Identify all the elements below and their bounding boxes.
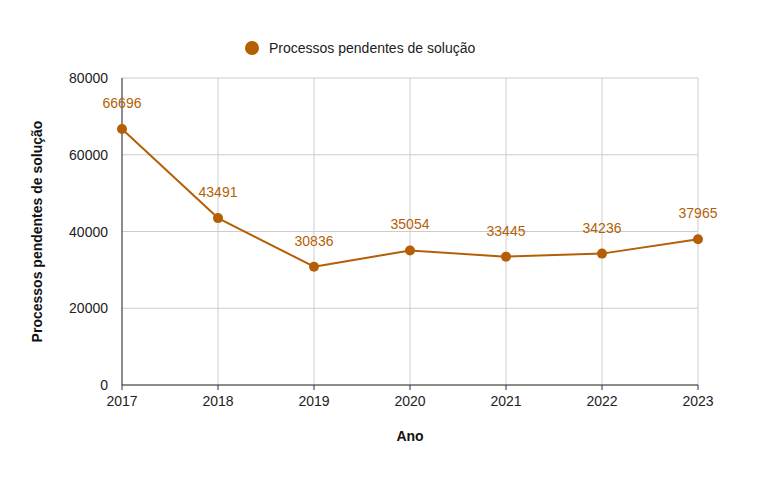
y-tick-label: 0 <box>100 377 108 393</box>
point <box>597 249 607 259</box>
data-labels: 66696 43491 30836 35054 33445 34236 37965 <box>103 95 718 249</box>
data-label: 30836 <box>295 233 334 249</box>
plot-area <box>117 124 703 272</box>
x-tick-label: 2021 <box>490 393 521 409</box>
point <box>213 213 223 223</box>
legend: Processos pendentes de solução <box>245 40 475 56</box>
x-grid-line <box>122 78 123 385</box>
x-tick-mark <box>698 385 699 390</box>
x-tick-mark <box>410 385 411 390</box>
data-label: 37965 <box>679 205 718 221</box>
point <box>405 245 415 255</box>
y-tick-label: 20000 <box>69 300 108 316</box>
x-grid-line <box>698 78 699 385</box>
x-tick-label: 2022 <box>586 393 617 409</box>
legend-label: Processos pendentes de solução <box>269 40 475 56</box>
grid <box>122 78 698 385</box>
y-tick-label: 60000 <box>69 147 108 163</box>
point <box>693 234 703 244</box>
data-label: 33445 <box>487 223 526 239</box>
series-line <box>122 129 698 267</box>
y-tick-label: 40000 <box>69 224 108 240</box>
y-tick-label: 80000 <box>69 70 108 86</box>
x-tick-label: 2018 <box>202 393 233 409</box>
x-axis <box>122 385 698 386</box>
x-tick-mark <box>218 385 219 390</box>
x-grid-line <box>218 78 219 385</box>
point <box>501 252 511 262</box>
data-label: 35054 <box>391 216 430 232</box>
point <box>309 262 319 272</box>
x-grid-line <box>314 78 315 385</box>
data-label: 43491 <box>199 184 238 200</box>
legend-marker <box>245 41 259 55</box>
data-label: 34236 <box>583 220 622 236</box>
point <box>117 124 127 134</box>
x-axis-label: Ano <box>396 428 423 444</box>
y-grid-line <box>122 385 698 386</box>
x-tick-mark <box>314 385 315 390</box>
x-tick-mark <box>122 385 123 390</box>
data-label: 66696 <box>103 95 142 111</box>
y-axis-label: Processos pendentes de solução <box>29 121 45 343</box>
x-tick-mark <box>506 385 507 390</box>
chart: 0 20000 40000 60000 80000 2017 2018 2019 2020 202… <box>0 0 774 486</box>
x-tick-label: 2020 <box>394 393 425 409</box>
x-tick-mark <box>602 385 603 390</box>
x-tick-label: 2023 <box>682 393 713 409</box>
y-axis <box>122 78 123 385</box>
x-tick-label: 2017 <box>106 393 137 409</box>
x-tick-label: 2019 <box>298 393 329 409</box>
